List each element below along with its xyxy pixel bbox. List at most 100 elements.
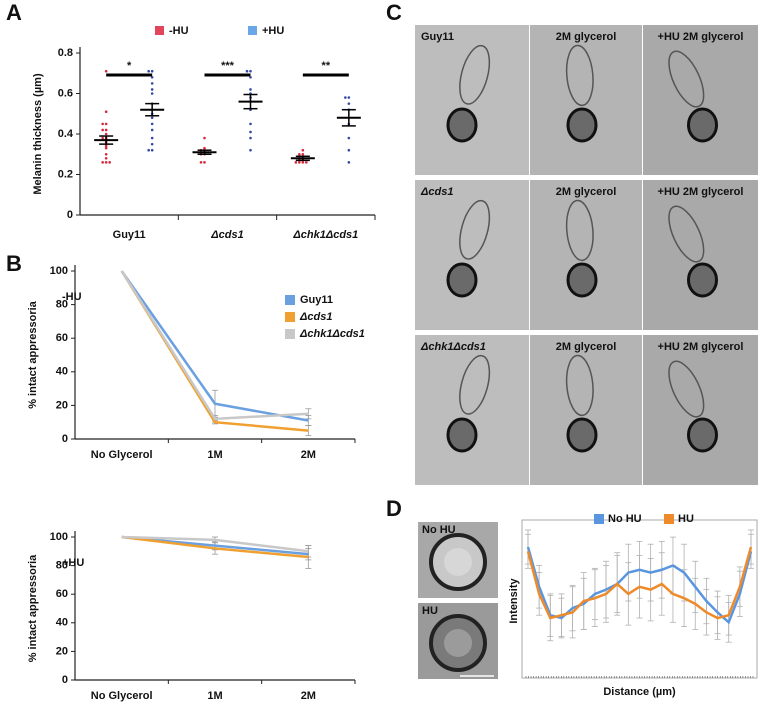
y-tick-label: 0.8 xyxy=(58,47,73,59)
data-point xyxy=(249,148,252,152)
x-axis-label: Distance (µm) xyxy=(603,686,676,698)
data-point xyxy=(150,116,154,120)
micrograph xyxy=(530,335,642,485)
data-point xyxy=(249,130,252,134)
data-point xyxy=(104,110,108,114)
x-tick-label: 2M xyxy=(301,690,316,702)
data-point xyxy=(104,152,108,156)
data-point xyxy=(150,142,154,146)
appressorium xyxy=(566,417,598,453)
y-tick-label: 100 xyxy=(50,265,68,277)
series-line xyxy=(121,535,309,559)
significance-label: * xyxy=(127,60,132,72)
data-point xyxy=(347,161,351,164)
data-point xyxy=(150,122,154,126)
appressorium-core xyxy=(444,629,472,657)
data-point xyxy=(150,92,154,95)
data-point xyxy=(301,152,305,156)
series-line xyxy=(526,546,753,620)
x-tick-label: 2M xyxy=(301,449,316,461)
legend-label: Δcds1 xyxy=(299,311,332,323)
micrograph xyxy=(643,335,758,485)
data-point xyxy=(150,148,154,152)
y-tick-label: 20 xyxy=(56,645,68,657)
conidium xyxy=(459,354,491,415)
appressorium xyxy=(687,107,718,143)
data-point xyxy=(104,146,108,150)
micrograph-label: +HU 2M glycerol xyxy=(658,341,744,353)
data-point xyxy=(147,69,150,73)
panel-label: C xyxy=(386,0,402,25)
y-tick-label: 20 xyxy=(56,399,68,411)
micrograph-label: +HU 2M glycerol xyxy=(658,31,744,43)
data-point xyxy=(101,122,104,126)
legend-label: Guy11 xyxy=(300,294,333,306)
significance-label: ** xyxy=(322,60,331,72)
y-tick-label: 0 xyxy=(62,433,68,445)
conidium xyxy=(565,354,594,417)
legend-swatch xyxy=(155,26,164,35)
legend-label: +HU xyxy=(262,25,284,37)
appressorium xyxy=(446,107,478,143)
y-tick-label: 40 xyxy=(56,366,68,378)
x-tick-label: Guy11 xyxy=(113,229,146,241)
y-axis-label: % intact appressoria xyxy=(27,554,39,662)
data-point xyxy=(104,69,108,73)
data-point xyxy=(203,161,206,164)
y-axis-label: % intact appressoria xyxy=(27,300,39,408)
data-point xyxy=(199,161,203,164)
conidium xyxy=(459,199,491,260)
data-point xyxy=(104,161,108,164)
y-tick-label: 0.4 xyxy=(58,128,74,140)
data-point xyxy=(347,96,351,99)
y-tick-label: 40 xyxy=(56,617,68,629)
micrograph-label: Guy11 xyxy=(421,31,454,43)
data-point xyxy=(104,128,108,132)
conidium xyxy=(668,205,705,263)
micrograph-label: +HU 2M glycerol xyxy=(658,186,744,198)
legend-label: No HU xyxy=(608,513,642,525)
panel-label: B xyxy=(6,251,22,276)
data-point xyxy=(101,128,104,132)
conidium xyxy=(565,199,594,262)
data-point xyxy=(150,82,154,85)
panel-label: A xyxy=(6,0,22,25)
data-point xyxy=(104,122,108,126)
data-point xyxy=(147,148,150,152)
conidium xyxy=(459,44,491,105)
appressorium xyxy=(446,262,478,298)
data-point xyxy=(249,76,252,79)
micrograph-label: 2M glycerol xyxy=(556,31,617,43)
data-point xyxy=(347,148,351,152)
y-tick-label: 80 xyxy=(56,299,68,311)
chart-title: -HU xyxy=(62,291,82,303)
conidium xyxy=(668,360,705,418)
legend-swatch xyxy=(285,329,295,339)
y-tick-label: 0 xyxy=(67,209,73,221)
data-point xyxy=(108,161,111,164)
appressorium xyxy=(566,107,598,143)
data-point xyxy=(249,69,252,73)
data-point xyxy=(245,69,249,73)
micrograph xyxy=(530,180,642,330)
legend-label: -HU xyxy=(169,25,189,37)
legend-swatch xyxy=(664,514,674,524)
data-point xyxy=(298,161,301,164)
appressorium xyxy=(687,417,718,453)
y-tick-label: 60 xyxy=(56,588,68,600)
appressorium xyxy=(687,262,718,298)
series-line xyxy=(121,535,309,553)
data-point xyxy=(104,157,108,160)
micrograph-label: Δchk1Δcds1 xyxy=(420,341,486,353)
micrograph-label: 2M glycerol xyxy=(556,341,617,353)
conidium xyxy=(565,44,594,107)
legend-label: HU xyxy=(678,513,694,525)
significance-label: *** xyxy=(221,60,235,72)
data-point xyxy=(104,144,108,148)
appressorium xyxy=(566,262,598,298)
y-tick-label: 60 xyxy=(56,332,68,344)
data-point xyxy=(347,136,351,140)
data-point xyxy=(344,96,347,99)
legend-swatch xyxy=(248,26,257,35)
y-tick-label: 0 xyxy=(62,674,68,686)
